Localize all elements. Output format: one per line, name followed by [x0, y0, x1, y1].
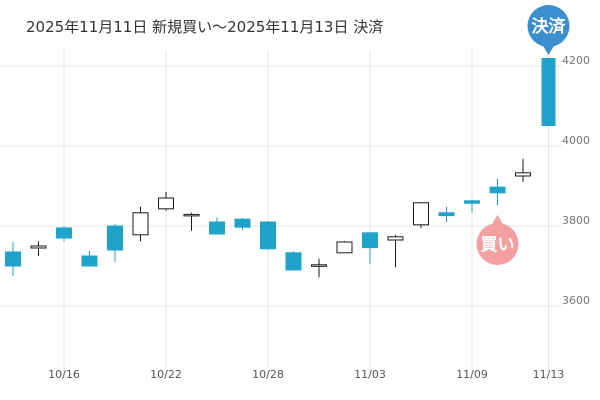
candle-body	[489, 186, 506, 194]
candle-body	[311, 264, 327, 267]
buy-pin-shape	[491, 215, 504, 225]
settle-pin-shape	[542, 45, 555, 55]
candles	[5, 158, 531, 278]
candle	[489, 178, 506, 206]
x-tick-label: 11/09	[456, 368, 488, 381]
candle-body	[209, 221, 225, 235]
candle-body	[132, 212, 149, 236]
candle-body	[30, 245, 47, 249]
candle-body	[5, 251, 21, 267]
settle-label: 決済	[532, 16, 567, 37]
candle	[285, 251, 302, 271]
candle	[107, 224, 123, 262]
x-tick-label: 10/22	[150, 368, 182, 381]
candle	[132, 206, 149, 242]
y-tick-label: 4200	[562, 54, 590, 67]
candle	[234, 218, 251, 230]
candle	[260, 221, 276, 250]
x-axis-ticks: 10/16 10/22 10/28 11/03 11/09 11/13	[48, 368, 564, 381]
settle-badge: 決済	[527, 5, 570, 55]
candle	[464, 199, 480, 213]
candle	[209, 217, 225, 235]
x-tick-label: 11/13	[533, 368, 565, 381]
candle-body	[56, 227, 72, 239]
grid-lines	[0, 50, 562, 378]
x-tick-label: 10/28	[252, 368, 284, 381]
trade-markers: 決済 買い	[476, 5, 570, 265]
candle	[5, 242, 21, 276]
candle-body	[183, 213, 200, 217]
candle	[30, 241, 47, 256]
buy-badge-circle	[476, 223, 519, 265]
buy-badge: 買い	[476, 215, 519, 265]
candle	[158, 192, 174, 211]
candle-body	[464, 200, 480, 204]
candle-body	[515, 172, 531, 177]
candle-body	[234, 218, 251, 228]
candle	[311, 258, 327, 278]
candle	[81, 250, 98, 267]
candle	[183, 212, 200, 231]
candle-body	[81, 255, 98, 267]
candle-body	[260, 221, 276, 250]
settle-range-bar	[541, 58, 556, 126]
candle-body	[107, 225, 123, 251]
candle-body	[336, 241, 353, 254]
candle	[515, 158, 531, 182]
candle	[362, 232, 378, 264]
x-tick-label: 10/16	[48, 368, 80, 381]
y-tick-label: 3800	[562, 214, 590, 227]
candle-body	[158, 197, 174, 210]
candle-body	[438, 212, 455, 217]
chart-title: 2025年11月11日 新規買い〜2025年11月13日 決済	[26, 18, 384, 36]
x-tick-label: 11/03	[354, 368, 386, 381]
candle-body	[387, 236, 404, 241]
candle	[56, 226, 72, 242]
candle	[336, 241, 353, 254]
y-tick-label: 4000	[562, 134, 590, 147]
candle-body	[285, 252, 302, 271]
candle-body	[413, 202, 429, 226]
y-tick-label: 3600	[562, 294, 590, 307]
candle	[387, 234, 404, 268]
candle-body	[362, 232, 378, 249]
candle	[438, 206, 455, 222]
settle-badge-circle	[527, 5, 570, 47]
candle	[413, 202, 429, 228]
buy-label: 買い	[481, 235, 515, 255]
y-axis-ticks: 3600 3800 4000 4200	[562, 54, 590, 307]
